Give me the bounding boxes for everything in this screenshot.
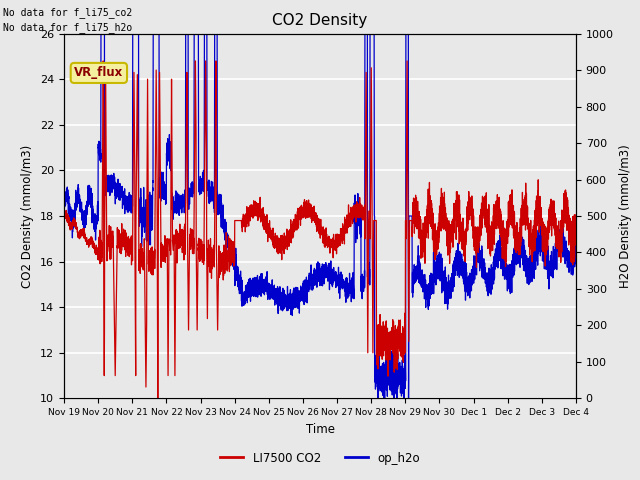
Legend: LI7500 CO2, op_h2o: LI7500 CO2, op_h2o — [215, 447, 425, 469]
Text: No data for f_li75_co2: No data for f_li75_co2 — [3, 7, 132, 18]
Y-axis label: H2O Density (mmol/m3): H2O Density (mmol/m3) — [620, 144, 632, 288]
Text: VR_flux: VR_flux — [74, 66, 124, 79]
Y-axis label: CO2 Density (mmol/m3): CO2 Density (mmol/m3) — [22, 144, 35, 288]
X-axis label: Time: Time — [305, 423, 335, 436]
Title: CO2 Density: CO2 Density — [273, 13, 367, 28]
Text: No data for f_li75_h2o: No data for f_li75_h2o — [3, 22, 132, 33]
